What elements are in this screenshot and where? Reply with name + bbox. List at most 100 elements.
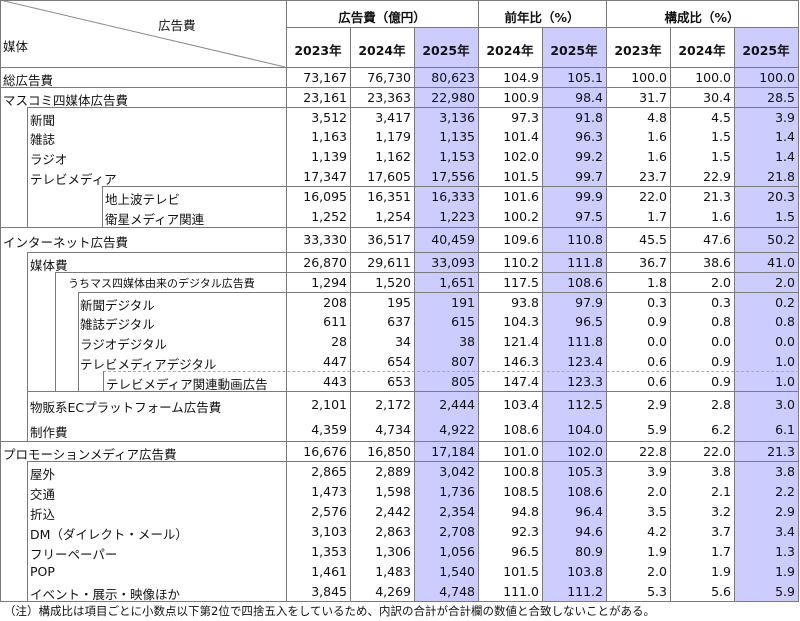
table-cell: 26,870 bbox=[303, 254, 347, 270]
row-divider bbox=[0, 227, 799, 228]
table-cell: 2,444 bbox=[439, 397, 475, 412]
table-cell: 45.5 bbox=[639, 232, 667, 247]
table-cell: 1.9 bbox=[647, 543, 667, 559]
table-cell: 0.6 bbox=[647, 373, 667, 389]
row-label: テレビメディア bbox=[30, 171, 117, 187]
table-cell: 91.8 bbox=[575, 109, 603, 125]
table-cell: 108.6 bbox=[503, 422, 539, 437]
grid-line bbox=[350, 27, 351, 601]
table-cell: 16,351 bbox=[367, 188, 411, 204]
table-cell: 2.0 bbox=[647, 563, 667, 579]
row-label: 地上波テレビ bbox=[105, 191, 181, 207]
table-cell: 805 bbox=[451, 373, 475, 389]
table-cell: 208 bbox=[323, 294, 347, 310]
table-cell: 2,863 bbox=[375, 523, 411, 539]
table-cell: 108.6 bbox=[567, 274, 603, 290]
table-cell: 20.3 bbox=[767, 188, 795, 204]
row-label: 媒体費 bbox=[30, 257, 68, 273]
year-header: 2024年 bbox=[678, 43, 726, 58]
year-header: 2024年 bbox=[486, 43, 534, 58]
table-cell: 2,576 bbox=[311, 503, 347, 519]
highlight-column bbox=[542, 27, 606, 601]
row-divider bbox=[102, 186, 799, 187]
table-cell: 5.9 bbox=[775, 583, 795, 599]
table-cell: 100.0 bbox=[759, 69, 795, 85]
table-cell: 105.3 bbox=[567, 463, 603, 479]
table-cell: 1,153 bbox=[439, 148, 475, 164]
grid-line bbox=[286, 0, 287, 601]
table-cell: 23.7 bbox=[639, 168, 667, 184]
table-cell: 117.5 bbox=[503, 274, 539, 290]
table-cell: 5.3 bbox=[647, 583, 667, 599]
nesting-line bbox=[78, 292, 79, 391]
row-label: プロモーションメディア広告費 bbox=[3, 446, 177, 462]
table-cell: 123.4 bbox=[567, 353, 603, 369]
row-label: ラジオ bbox=[30, 151, 68, 167]
table-cell: 191 bbox=[451, 294, 475, 310]
table-cell: 1,162 bbox=[375, 148, 411, 164]
table-cell: 22.0 bbox=[703, 443, 731, 459]
table-cell: 146.3 bbox=[503, 353, 539, 369]
table-cell: 3,512 bbox=[311, 109, 347, 125]
table-cell: 94.6 bbox=[575, 523, 603, 539]
table-cell: 103.8 bbox=[567, 563, 603, 579]
table-cell: 23,161 bbox=[303, 89, 347, 105]
footnote: （注）構成比は項目ごとに小数点以下第2位で四捨五入をしているため、内訳の合計が合… bbox=[4, 604, 655, 618]
table-cell: 21.3 bbox=[703, 188, 731, 204]
table-cell: 3,042 bbox=[439, 463, 475, 479]
row-label: DM（ダイレクト・メール） bbox=[30, 526, 188, 542]
table-cell: 1,139 bbox=[311, 148, 347, 164]
table-cell: 195 bbox=[387, 294, 411, 310]
grid-line bbox=[606, 0, 607, 601]
table-cell: 1.4 bbox=[775, 129, 795, 144]
table-cell: 16,850 bbox=[367, 443, 411, 459]
table-cell: 80.9 bbox=[575, 543, 603, 559]
table-cell: 0.3 bbox=[647, 294, 667, 310]
table-cell: 101.5 bbox=[503, 563, 539, 579]
group-header-share: 構成比（%） bbox=[664, 10, 740, 25]
table-cell: 6.2 bbox=[711, 422, 731, 437]
row-label: テレビメディアデジタル bbox=[80, 356, 217, 372]
table-cell: 110.8 bbox=[567, 232, 603, 247]
table-cell: 102.0 bbox=[567, 443, 603, 459]
table-cell: 1.3 bbox=[775, 543, 795, 559]
grid-line bbox=[734, 27, 735, 601]
table-cell: 16,095 bbox=[303, 188, 347, 204]
table-cell: 30.4 bbox=[703, 89, 731, 105]
year-header: 2023年 bbox=[294, 43, 342, 58]
table-cell: 3.5 bbox=[647, 503, 667, 519]
table-cell: 3.0 bbox=[775, 397, 795, 412]
table-cell: 109.6 bbox=[503, 232, 539, 247]
table-cell: 17,347 bbox=[303, 168, 347, 184]
row-label: 雑誌 bbox=[30, 132, 56, 147]
table-cell: 3.4 bbox=[775, 523, 795, 539]
group-header-yoy: 前年比（%） bbox=[504, 10, 580, 25]
table-cell: 17,556 bbox=[431, 168, 475, 184]
row-label: ラジオデジタル bbox=[80, 336, 168, 352]
table-cell: 96.4 bbox=[575, 503, 603, 519]
table-cell: 1,294 bbox=[311, 274, 347, 290]
table-cell: 36,517 bbox=[367, 232, 411, 247]
table-cell: 38.6 bbox=[703, 254, 731, 270]
row-label: フリーペーパー bbox=[30, 546, 118, 562]
table-cell: 5.9 bbox=[647, 422, 667, 437]
table-cell: 3,103 bbox=[311, 523, 347, 539]
row-divider bbox=[27, 107, 799, 108]
table-cell: 4,922 bbox=[439, 422, 475, 437]
table-cell: 41.0 bbox=[767, 254, 795, 270]
table-cell: 4,748 bbox=[439, 583, 475, 599]
table-cell: 28 bbox=[331, 333, 347, 349]
corner-header-media: 媒体 bbox=[3, 39, 29, 54]
row-label: インターネット広告費 bbox=[3, 235, 129, 250]
table-cell: 100.9 bbox=[503, 89, 539, 105]
row-label: イベント・展示・映像ほか bbox=[30, 586, 181, 602]
table-cell: 22.8 bbox=[639, 443, 667, 459]
table-cell: 1,163 bbox=[311, 129, 347, 144]
table-cell: 112.5 bbox=[567, 397, 603, 412]
year-header: 2025年 bbox=[422, 43, 470, 58]
table-cell: 1,483 bbox=[375, 563, 411, 579]
table-cell: 101.4 bbox=[503, 129, 539, 144]
row-label: テレビメディア関連動画広告 bbox=[106, 376, 268, 392]
table-cell: 637 bbox=[387, 314, 411, 329]
grid-line bbox=[414, 27, 415, 601]
